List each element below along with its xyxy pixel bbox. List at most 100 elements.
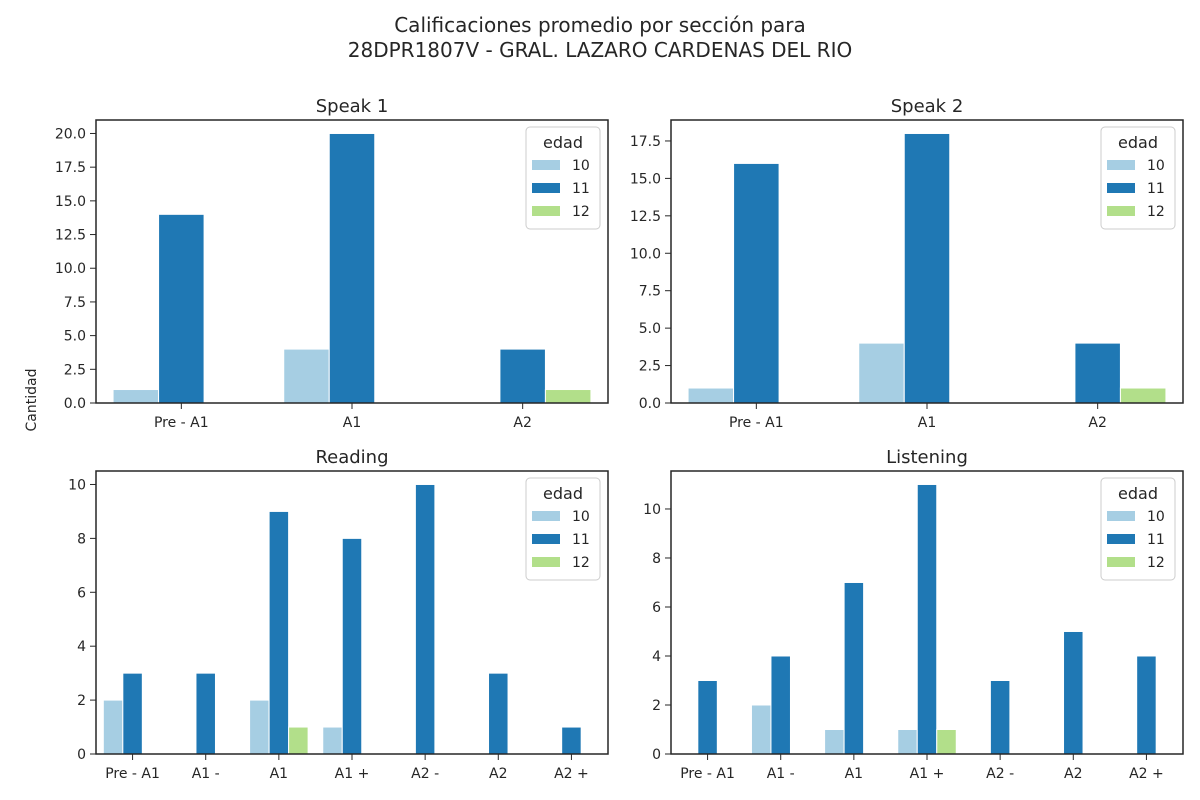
y-tick-label: 0.0: [64, 396, 86, 412]
y-tick-label: 15.0: [55, 194, 86, 210]
y-tick-label: 17.5: [55, 160, 86, 176]
x-tick-label: A1 -: [767, 766, 795, 782]
x-tick-label: A1: [270, 766, 288, 782]
x-tick-label: A2 -: [986, 766, 1014, 782]
legend-swatch-edad-12: [1107, 557, 1135, 567]
x-tick-label: A2: [513, 415, 531, 431]
bar-a1-edad-10: [858, 342, 905, 404]
legend-swatch-edad-11: [1107, 534, 1135, 544]
y-tick-label: 2.5: [639, 359, 661, 375]
y-tick-label: 4: [77, 639, 86, 655]
y-tick-label: 8: [652, 551, 661, 567]
y-tick-label: 10.0: [55, 261, 86, 277]
legend-box: [525, 477, 601, 581]
bar-pre-a1-edad-11: [733, 162, 780, 404]
x-tick-label: A1: [845, 766, 863, 782]
y-tick-label: 8: [77, 531, 86, 547]
axes-frame: [670, 470, 1184, 755]
legend-swatch-edad-11: [532, 183, 560, 193]
bar-a2-edad-11: [1063, 630, 1084, 755]
bar-a1-edad-11: [903, 132, 951, 404]
x-tick-label: Pre - A1: [680, 766, 735, 782]
legend-box: [1100, 477, 1176, 581]
bar-pre-a1-edad-11: [697, 679, 718, 755]
legend-label-edad-12: 12: [572, 555, 590, 571]
legend-label-edad-12: 12: [1147, 555, 1165, 571]
legend-label-edad-11: 11: [1147, 181, 1165, 197]
bar-a2-edad-11: [989, 679, 1011, 755]
bar-a1-edad-11: [770, 655, 791, 755]
legend-swatch-edad-10: [1107, 160, 1135, 170]
y-tick-label: 4: [652, 649, 661, 665]
x-tick-label: A2: [1064, 766, 1082, 782]
bar-a1-edad-10: [283, 348, 330, 404]
axes-frame: [95, 119, 609, 404]
x-tick-label: A2 -: [411, 766, 439, 782]
y-tick-label: 10: [643, 502, 661, 518]
legend-swatch-edad-12: [1107, 206, 1135, 216]
y-tick-label: 2: [652, 698, 661, 714]
x-tick-label: A2 +: [1129, 766, 1164, 782]
bar-pre-a1-edad-11: [158, 213, 205, 404]
y-tick-label: 10: [68, 477, 86, 493]
legend-label-edad-10: 10: [1147, 158, 1165, 174]
x-tick-label: A2: [1088, 415, 1106, 431]
y-tick-label: 20.0: [55, 126, 86, 142]
y-tick-label: 6: [77, 585, 86, 601]
panel-title: Speak 1: [316, 96, 389, 117]
x-tick-label: A2: [489, 766, 507, 782]
x-tick-label: A1 -: [192, 766, 220, 782]
legend-box: [1100, 126, 1176, 230]
y-tick-label: 2: [77, 693, 86, 709]
figure-title-line1: Calificaciones promedio por sección para: [394, 13, 806, 37]
figure-title-line2: 28DPR1807V - GRAL. LAZARO CARDENAS DEL R…: [347, 38, 853, 62]
legend-box: [525, 126, 601, 230]
legend-label-edad-12: 12: [572, 204, 590, 220]
legend: edad 10 11 12: [1100, 126, 1176, 230]
legend: edad 10 11 12: [525, 477, 601, 581]
y-tick-label: 5.0: [64, 329, 86, 345]
panel-title: Speak 2: [891, 96, 964, 117]
bar-a1-edad-11: [328, 132, 376, 404]
legend-title: edad: [1118, 133, 1158, 152]
x-tick-label: A2 +: [554, 766, 589, 782]
panel-title: Reading: [315, 447, 388, 468]
x-tick-label: A1: [918, 415, 936, 431]
legend-title: edad: [543, 133, 583, 152]
y-tick-label: 10.0: [630, 246, 661, 262]
y-tick-label: 0: [77, 747, 86, 763]
bar-a2-edad-11: [499, 348, 546, 404]
bar-a1-edad-10: [750, 704, 772, 755]
bar-a2-edad-11: [1074, 342, 1121, 404]
y-tick-label: 6: [652, 600, 661, 616]
bar-a1-edad-11: [843, 581, 865, 755]
y-tick-label: 15.0: [630, 171, 661, 187]
bar-a1-edad-10: [824, 728, 845, 755]
legend-title: edad: [543, 484, 583, 503]
panel-title: Listening: [886, 447, 968, 468]
legend-label-edad-10: 10: [1147, 509, 1165, 525]
y-tick-label: 17.5: [630, 134, 661, 150]
legend-label-edad-10: 10: [572, 509, 590, 525]
legend-label-edad-11: 11: [572, 532, 590, 548]
legend-swatch-edad-10: [532, 160, 560, 170]
y-tick-label: 5.0: [639, 321, 661, 337]
y-tick-label: 7.5: [64, 295, 86, 311]
axes-frame: [95, 470, 609, 755]
x-tick-label: Pre - A1: [729, 415, 784, 431]
x-tick-label: A1: [343, 415, 361, 431]
y-tick-label: 7.5: [639, 284, 661, 300]
x-tick-label: A1 +: [910, 766, 945, 782]
legend-swatch-edad-11: [532, 534, 560, 544]
bar-a2-edad-11: [1136, 655, 1157, 755]
legend-title: edad: [1118, 484, 1158, 503]
bar-a1-edad-11: [916, 483, 938, 755]
legend: edad 10 11 12: [525, 126, 601, 230]
y-tick-label: 2.5: [64, 362, 86, 378]
legend-swatch-edad-10: [532, 511, 560, 521]
legend-swatch-edad-11: [1107, 183, 1135, 193]
x-tick-label: A1 +: [335, 766, 370, 782]
